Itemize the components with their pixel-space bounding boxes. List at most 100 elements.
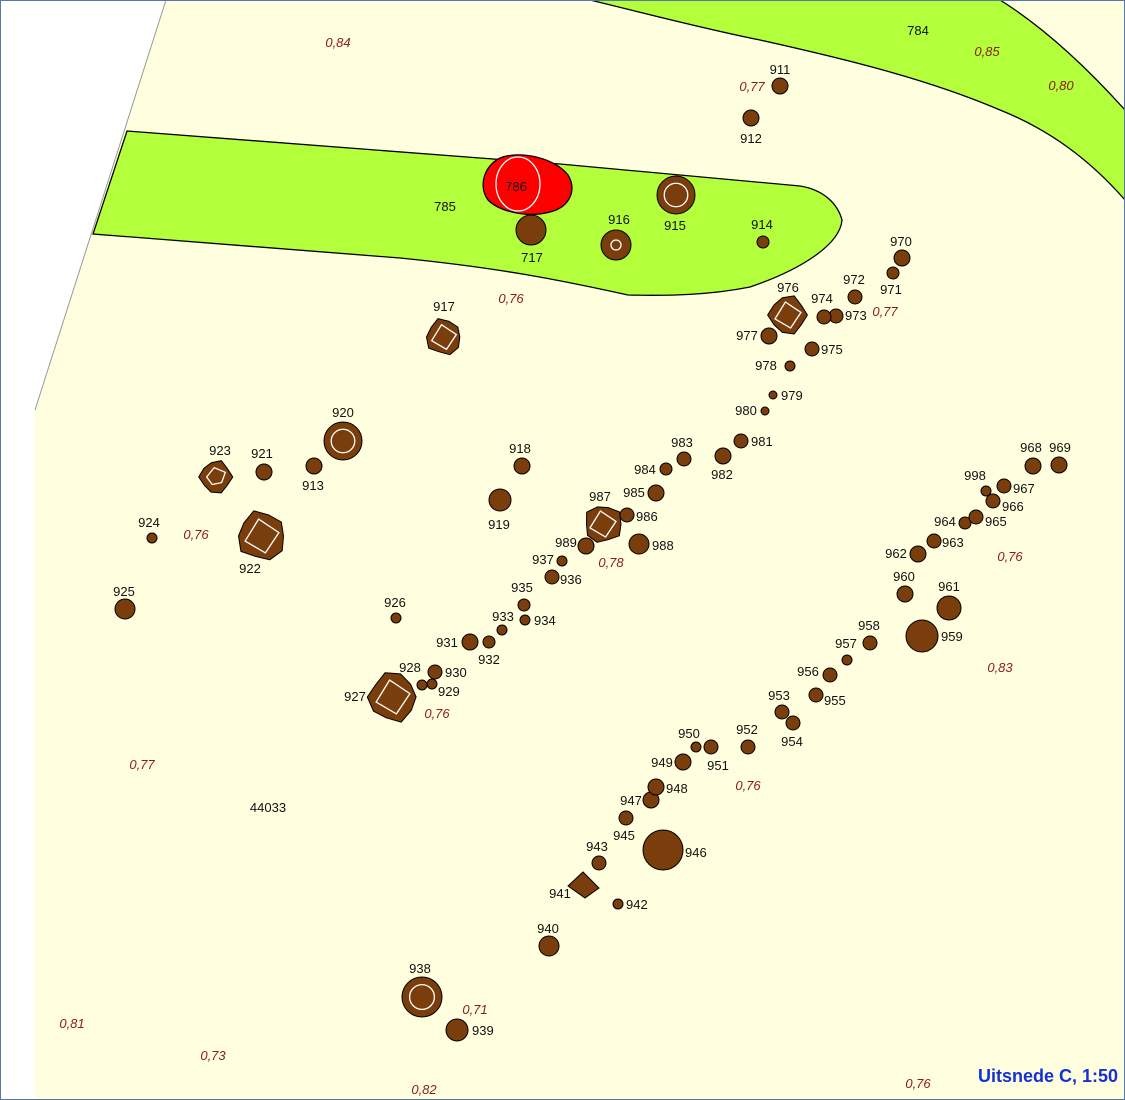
- elevation-label: 0,81: [59, 1016, 84, 1031]
- feature-969[interactable]: [1050, 456, 1068, 474]
- feature-935[interactable]: [517, 598, 531, 612]
- feature-981[interactable]: [733, 433, 749, 449]
- feature-717[interactable]: [515, 214, 547, 246]
- feature-998[interactable]: [980, 485, 992, 497]
- feature-934[interactable]: [519, 614, 531, 626]
- feature-label-963: 963: [942, 535, 964, 550]
- feature-label-940: 940: [537, 921, 559, 936]
- feature-label-985: 985: [623, 485, 645, 500]
- feature-983[interactable]: [676, 451, 692, 467]
- feature-939[interactable]: [445, 1018, 469, 1042]
- feature-922[interactable]: [238, 510, 284, 561]
- feature-918[interactable]: [513, 457, 531, 475]
- feature-980[interactable]: [760, 406, 770, 416]
- elevation-label: 0,78: [598, 555, 624, 570]
- feature-911[interactable]: [771, 77, 789, 95]
- feature-989[interactable]: [577, 537, 595, 555]
- feature-977[interactable]: [760, 327, 778, 345]
- feature-965[interactable]: [968, 509, 984, 525]
- feature-942[interactable]: [612, 898, 624, 910]
- feature-936[interactable]: [544, 569, 560, 585]
- feature-label-934: 934: [534, 613, 556, 628]
- feature-label-962: 962: [885, 546, 907, 561]
- feature-932[interactable]: [482, 635, 496, 649]
- feature-948[interactable]: [647, 778, 665, 796]
- feature-946[interactable]: [642, 829, 684, 871]
- feature-964[interactable]: [958, 516, 972, 530]
- feature-label-998: 998: [964, 468, 986, 483]
- feature-914[interactable]: [756, 235, 770, 249]
- feature-959[interactable]: [905, 619, 939, 653]
- feature-962[interactable]: [909, 545, 927, 563]
- feature-960[interactable]: [896, 585, 914, 603]
- feature-949[interactable]: [674, 753, 692, 771]
- feature-963[interactable]: [926, 533, 942, 549]
- elevation-label: 0,82: [411, 1082, 437, 1097]
- feature-971[interactable]: [886, 266, 900, 280]
- feature-label-986: 986: [636, 509, 658, 524]
- feature-938[interactable]: [401, 976, 443, 1018]
- feature-912[interactable]: [742, 109, 760, 127]
- feature-953[interactable]: [774, 704, 790, 720]
- feature-966[interactable]: [985, 493, 1001, 509]
- feature-988[interactable]: [628, 533, 650, 555]
- feature-917[interactable]: [426, 318, 461, 356]
- feature-986[interactable]: [619, 507, 635, 523]
- feature-label-946: 946: [685, 845, 707, 860]
- feature-961[interactable]: [936, 595, 962, 621]
- feature-958[interactable]: [862, 635, 878, 651]
- feature-923[interactable]: [198, 460, 234, 494]
- feature-931[interactable]: [461, 633, 479, 651]
- feature-984[interactable]: [659, 462, 673, 476]
- feature-927[interactable]: [366, 672, 417, 723]
- feature-955[interactable]: [808, 687, 824, 703]
- feature-974[interactable]: [816, 309, 832, 325]
- feature-928[interactable]: [416, 679, 428, 691]
- feature-929[interactable]: [426, 678, 438, 690]
- feature-956[interactable]: [822, 667, 838, 683]
- feature-941[interactable]: [567, 871, 600, 899]
- feature-919[interactable]: [488, 488, 512, 512]
- feature-label-988: 988: [652, 538, 674, 553]
- feature-952[interactable]: [740, 739, 756, 755]
- feature-930[interactable]: [427, 664, 443, 680]
- feature-982[interactable]: [714, 447, 732, 465]
- feature-786-label: 786: [505, 179, 527, 194]
- feature-979[interactable]: [768, 390, 778, 400]
- feature-922-inner-outline: [244, 518, 280, 554]
- feature-943[interactable]: [591, 855, 607, 871]
- feature-label-968: 968: [1020, 440, 1042, 455]
- feature-916[interactable]: [600, 229, 632, 261]
- zone-785: [92, 130, 843, 296]
- feature-951[interactable]: [703, 739, 719, 755]
- feature-985[interactable]: [647, 484, 665, 502]
- feature-940[interactable]: [538, 935, 560, 957]
- feature-976[interactable]: [767, 295, 808, 335]
- feature-925[interactable]: [114, 598, 136, 620]
- feature-924[interactable]: [146, 532, 158, 544]
- feature-950[interactable]: [690, 741, 702, 753]
- feature-label-928: 928: [399, 660, 421, 675]
- feature-972[interactable]: [847, 289, 863, 305]
- feature-921[interactable]: [255, 463, 273, 481]
- feature-937[interactable]: [556, 555, 568, 567]
- feature-954[interactable]: [785, 715, 801, 731]
- feature-915[interactable]: [656, 175, 696, 215]
- feature-967[interactable]: [996, 478, 1012, 494]
- feature-968[interactable]: [1024, 457, 1042, 475]
- feature-957[interactable]: [841, 654, 853, 666]
- feature-987[interactable]: [586, 506, 622, 543]
- feature-label-941: 941: [549, 886, 571, 901]
- feature-926[interactable]: [390, 612, 402, 624]
- feature-933[interactable]: [496, 624, 508, 636]
- site-number: 44033: [250, 800, 286, 815]
- feature-978[interactable]: [784, 360, 796, 372]
- feature-970[interactable]: [893, 249, 911, 267]
- feature-786[interactable]: [482, 154, 573, 215]
- feature-945[interactable]: [618, 810, 634, 826]
- feature-975[interactable]: [804, 341, 820, 357]
- feature-920[interactable]: [323, 421, 363, 461]
- feature-913[interactable]: [305, 457, 323, 475]
- elevation-label: 0,73: [200, 1048, 226, 1063]
